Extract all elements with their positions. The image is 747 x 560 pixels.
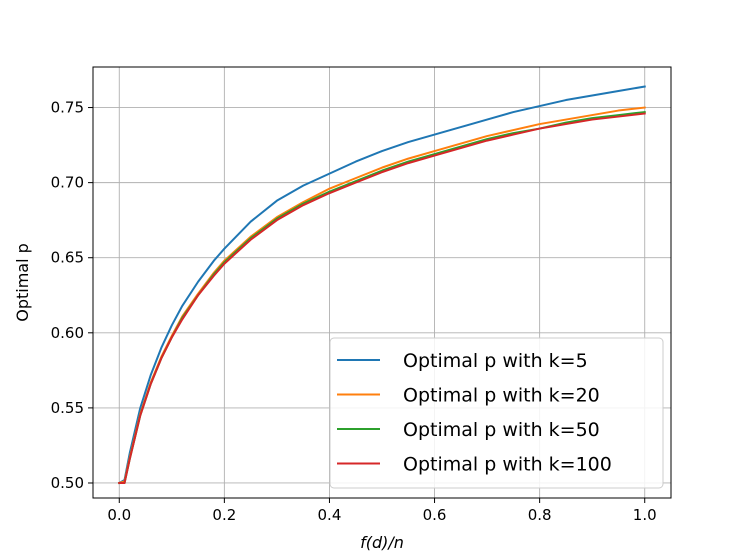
legend-label-3: Optimal p with k=50 (403, 419, 600, 441)
legend-label-2: Optimal p with k=20 (403, 385, 600, 407)
legend-label-1: Optimal p with k=5 (403, 350, 588, 372)
legend-entries: Optimal p with k=5 Optimal p with k=20 Opt… (337, 350, 612, 476)
plot-area-frame (92, 66, 672, 499)
x-tick-label: 0.6 (423, 506, 447, 524)
x-tick-label: 1.0 (633, 506, 657, 524)
y-axis-label: Optimal p (13, 243, 32, 322)
legend-box (329, 337, 664, 489)
legend: Optimal p with k=5 Optimal p with k=20 Opt… (329, 337, 664, 489)
y-tick-label: 0.55 (51, 399, 84, 417)
legend-label-4: Optimal p with k=100 (403, 454, 612, 476)
series-line-1 (117, 85, 646, 485)
y-tick-label: 0.65 (51, 249, 84, 267)
x-tick-label: 0.0 (107, 506, 131, 524)
x-tick-label: 0.8 (528, 506, 552, 524)
x-tick-label: 0.2 (212, 506, 236, 524)
tick-layer: 0.0 0.2 0.4 0.6 0.8 1.0 0.50 0.55 0.60 0.65 0.70 0.… (51, 99, 657, 524)
y-tick-label: 0.50 (51, 474, 84, 492)
grid-layer (93, 67, 671, 498)
y-tick-label: 0.70 (51, 174, 84, 192)
y-tick-label: 0.60 (51, 324, 84, 342)
series-line-4 (118, 112, 646, 484)
y-tick-label: 0.75 (51, 99, 84, 117)
series-layer (117, 85, 646, 485)
x-tick-label: 0.4 (318, 506, 342, 524)
x-axis-label: f(d)/n (360, 533, 404, 552)
